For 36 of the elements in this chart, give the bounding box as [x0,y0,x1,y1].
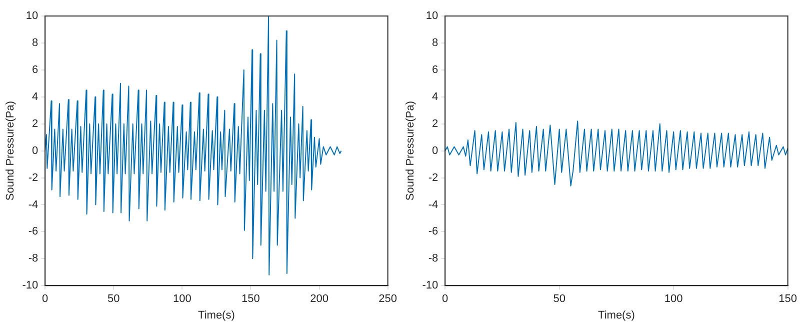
y-tick-label: 2 [432,118,438,130]
x-tick-label: 100 [664,293,683,306]
x-tick-label: 250 [378,293,398,306]
y-tick-label: -6 [428,226,438,238]
x-tick-label: 0 [442,293,448,306]
y-tick-label: -2 [428,172,438,184]
y-tick-label: -4 [428,198,438,211]
x-axis-title: Time(s) [598,309,635,322]
y-tick-label: 2 [32,118,38,130]
y-tick-label: -10 [422,280,438,292]
y-axis-title: Sound Pressure(Pa) [4,100,17,201]
y-tick-label: 6 [432,64,438,76]
y-tick-label: -2 [28,172,38,184]
y-tick-label: 10 [426,10,438,22]
y-tick-label: -8 [28,252,38,265]
y-tick-label: 0 [432,144,438,157]
y-tick-label: -10 [22,280,38,292]
x-tick-label: 50 [108,293,120,306]
x-tick-label: 150 [242,293,260,306]
y-tick-label: -4 [28,198,38,211]
y-tick-label: 4 [32,90,38,103]
x-tick-label: 200 [310,293,328,306]
y-axis-title: Sound Pressure(Pa) [404,100,417,201]
y-tick-label: 6 [32,64,38,76]
x-tick-label: 0 [42,293,48,306]
y-tick-label: 8 [32,36,38,49]
x-tick-label: 100 [173,293,192,306]
y-tick-label: 10 [26,10,38,22]
y-tick-label: -8 [428,252,438,265]
y-tick-label: -6 [28,226,38,238]
y-tick-label: 0 [32,144,38,157]
y-tick-label: 4 [432,90,438,103]
x-tick-label: 150 [778,293,798,306]
x-tick-label: 50 [553,293,566,306]
x-axis-title: Time(s) [198,309,235,322]
y-tick-label: 8 [432,36,438,49]
